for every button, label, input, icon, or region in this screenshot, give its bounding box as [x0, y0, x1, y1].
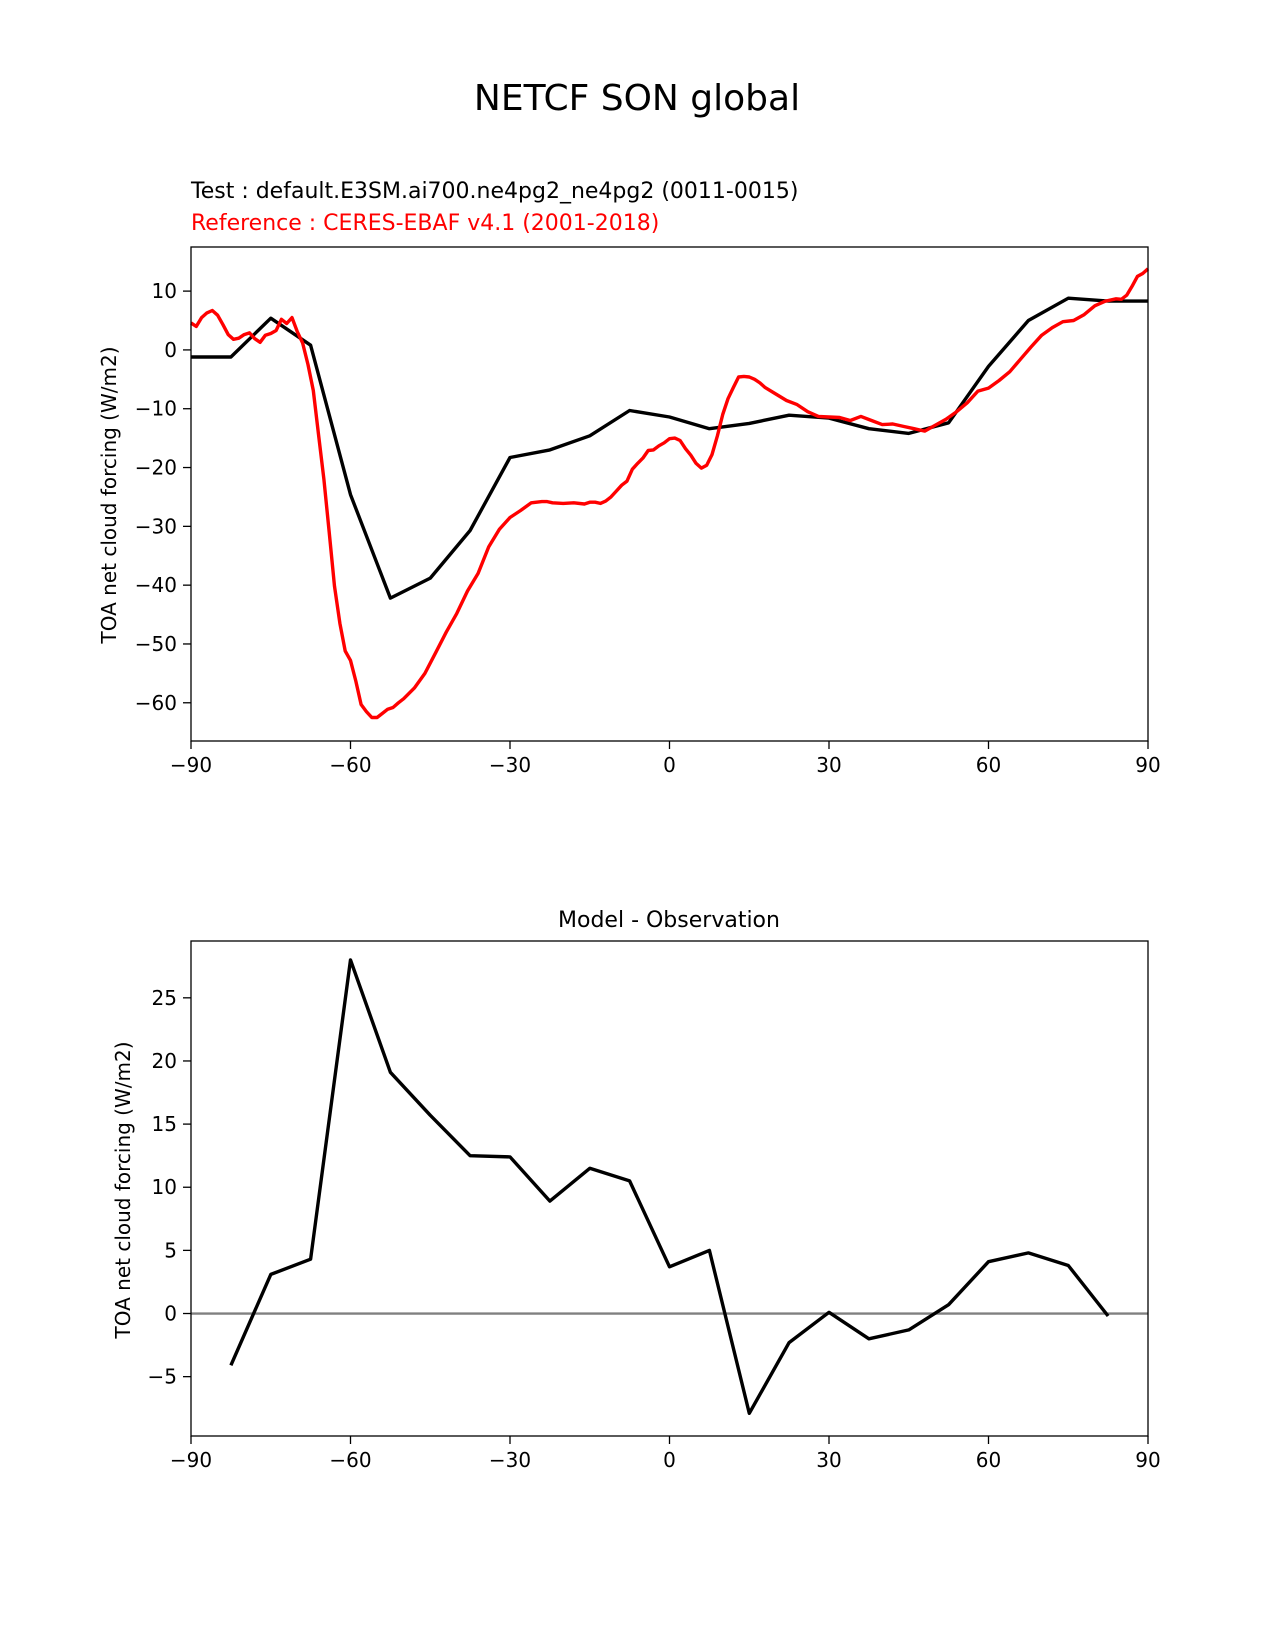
top-plot-frame — [190, 246, 1149, 742]
bottom-tick-layer: −90 −60 −30 0 30 60 90 25 20 15 10 5 0 −5 — [148, 986, 1161, 1472]
bottom-y-tick-label: 25 — [152, 986, 177, 1010]
bottom-y-tick-label: 15 — [152, 1112, 177, 1136]
top-y-tick-label: −40 — [135, 573, 177, 597]
top-y-tick-label: −30 — [135, 514, 177, 538]
bottom-y-tick-label: −5 — [148, 1365, 177, 1389]
top-y-tick-label: −10 — [135, 397, 177, 421]
top-reference-series-line — [190, 267, 1150, 720]
top-series-layer — [190, 267, 1150, 720]
bottom-x-tick-label: 90 — [1135, 1448, 1160, 1472]
bottom-series-layer — [191, 958, 1148, 1416]
bottom-y-tick-label: 20 — [152, 1049, 177, 1073]
reference-label: Reference : CERES-EBAF v4.1 (2001-2018) — [191, 211, 659, 236]
bottom-x-tick-label: −30 — [489, 1448, 531, 1472]
bottom-difference-series-line — [229, 958, 1110, 1416]
bottom-plot-frame — [190, 940, 1149, 1437]
top-x-tick-label: −90 — [170, 753, 212, 777]
bottom-x-tick-label: −60 — [329, 1448, 371, 1472]
top-x-tick-label: 0 — [663, 753, 676, 777]
bottom-chart-title: Model - Observation — [558, 908, 780, 933]
top-y-tick-label: 0 — [164, 338, 177, 362]
test-label: Test : default.E3SM.ai700.ne4pg2_ne4pg2 … — [190, 179, 798, 204]
top-test-series-line — [191, 296, 1148, 600]
bottom-x-tick-label: 0 — [663, 1448, 676, 1472]
top-x-tick-label: 90 — [1135, 753, 1160, 777]
bottom-y-tick-label: 10 — [152, 1175, 177, 1199]
bottom-x-tick-label: 60 — [976, 1448, 1001, 1472]
top-x-tick-label: 60 — [976, 753, 1001, 777]
top-x-tick-label: 30 — [816, 753, 841, 777]
top-panel: Test : default.E3SM.ai700.ne4pg2_ne4pg2 … — [97, 179, 1161, 777]
bottom-y-tick-label: 0 — [164, 1302, 177, 1326]
top-tick-layer: −90 −60 −30 0 30 60 90 10 0 −10 −20 −30 −40 −50 −60 — [135, 279, 1161, 777]
bottom-y-axis-label: TOA net cloud forcing (W/m2) — [111, 1041, 135, 1339]
top-y-tick-label: −20 — [135, 456, 177, 480]
bottom-x-tick-label: −90 — [170, 1448, 212, 1472]
top-y-tick-label: −60 — [135, 691, 177, 715]
bottom-panel: Model - Observation TOA net cloud forcin… — [111, 908, 1161, 1472]
top-y-axis-label: TOA net cloud forcing (W/m2) — [97, 346, 121, 644]
top-x-tick-label: −60 — [329, 753, 371, 777]
figure-title: NETCF SON global — [474, 78, 800, 119]
bottom-x-tick-label: 30 — [816, 1448, 841, 1472]
bottom-y-tick-label: 5 — [164, 1238, 177, 1262]
top-y-tick-label: −50 — [135, 632, 177, 656]
top-x-tick-label: −30 — [489, 753, 531, 777]
top-y-tick-label: 10 — [152, 279, 177, 303]
